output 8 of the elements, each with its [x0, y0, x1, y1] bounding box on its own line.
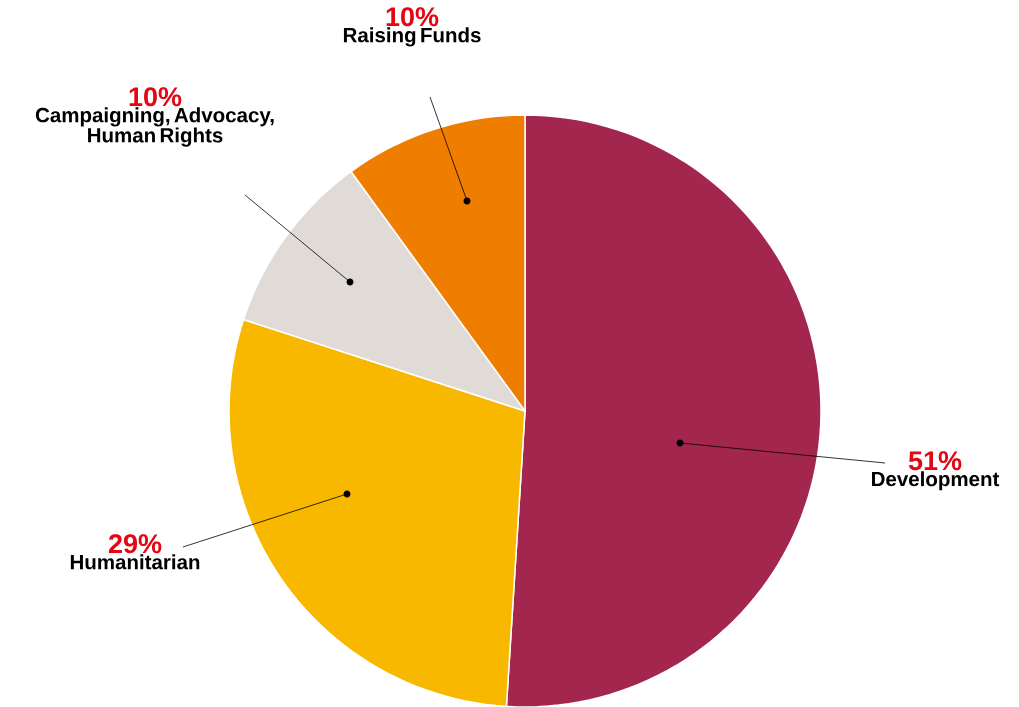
data-label: 51% — [908, 451, 962, 471]
slice-label: Campaigning, Advocacy, Human Rights — [35, 107, 274, 147]
slice-label: Development — [872, 471, 1000, 491]
data-label: 29% — [108, 534, 162, 554]
data-label: 10% — [386, 7, 439, 27]
slice-label: Raising Funds — [343, 27, 481, 47]
slice-label: Humanitarian — [70, 554, 200, 570]
data-label: 10% — [129, 87, 182, 107]
